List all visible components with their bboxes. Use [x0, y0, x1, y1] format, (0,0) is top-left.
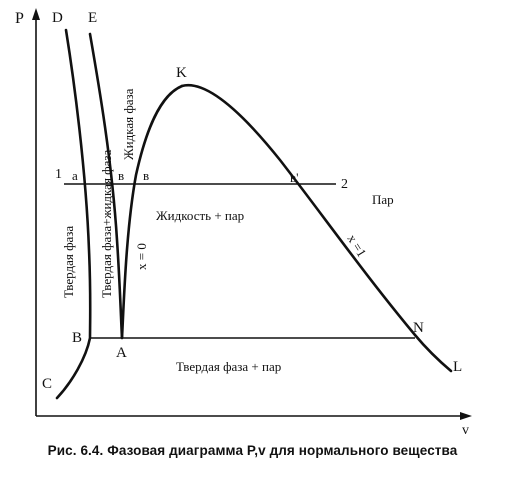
- label-a: a: [72, 168, 78, 183]
- label-D: D: [52, 10, 63, 26]
- curve-EA: [88, 32, 124, 340]
- curve-x0: [120, 84, 184, 340]
- label-K: K: [176, 65, 187, 81]
- label-C: C: [42, 376, 52, 392]
- label-v2: в: [143, 168, 149, 183]
- region-solid-liquid: Твердая фаза+жидкая фаза: [99, 150, 114, 298]
- y-axis-arrow: [32, 8, 40, 20]
- label-2: 2: [341, 177, 348, 192]
- label-B: B: [72, 330, 82, 346]
- region-solid: Твердая фаза: [61, 226, 76, 298]
- curve-DC: [55, 28, 92, 400]
- region-liquid-vapor: Жидкость + пар: [156, 208, 244, 223]
- x-axis-arrow: [460, 412, 472, 420]
- curve-x1: [180, 83, 453, 373]
- label-A: A: [116, 345, 127, 361]
- x-axis-label: v: [462, 423, 469, 438]
- region-solid-vapor: Твердая фаза + пар: [176, 359, 281, 374]
- label-E: E: [88, 10, 97, 26]
- region-liquid: Жидкая фаза: [121, 88, 136, 160]
- region-vapor: Пар: [372, 192, 394, 207]
- label-L: L: [453, 359, 462, 375]
- label-1: 1: [55, 167, 62, 182]
- figure-caption: Рис. 6.4. Фазовая диаграмма P,v для норм…: [47, 443, 458, 458]
- label-v1: в: [118, 168, 124, 183]
- curve-label-x1: x =1: [344, 232, 369, 260]
- label-v3: в': [290, 170, 298, 185]
- label-N: N: [413, 320, 424, 336]
- curve-label-x0: x = 0: [134, 243, 149, 270]
- y-axis-label: P: [15, 10, 24, 27]
